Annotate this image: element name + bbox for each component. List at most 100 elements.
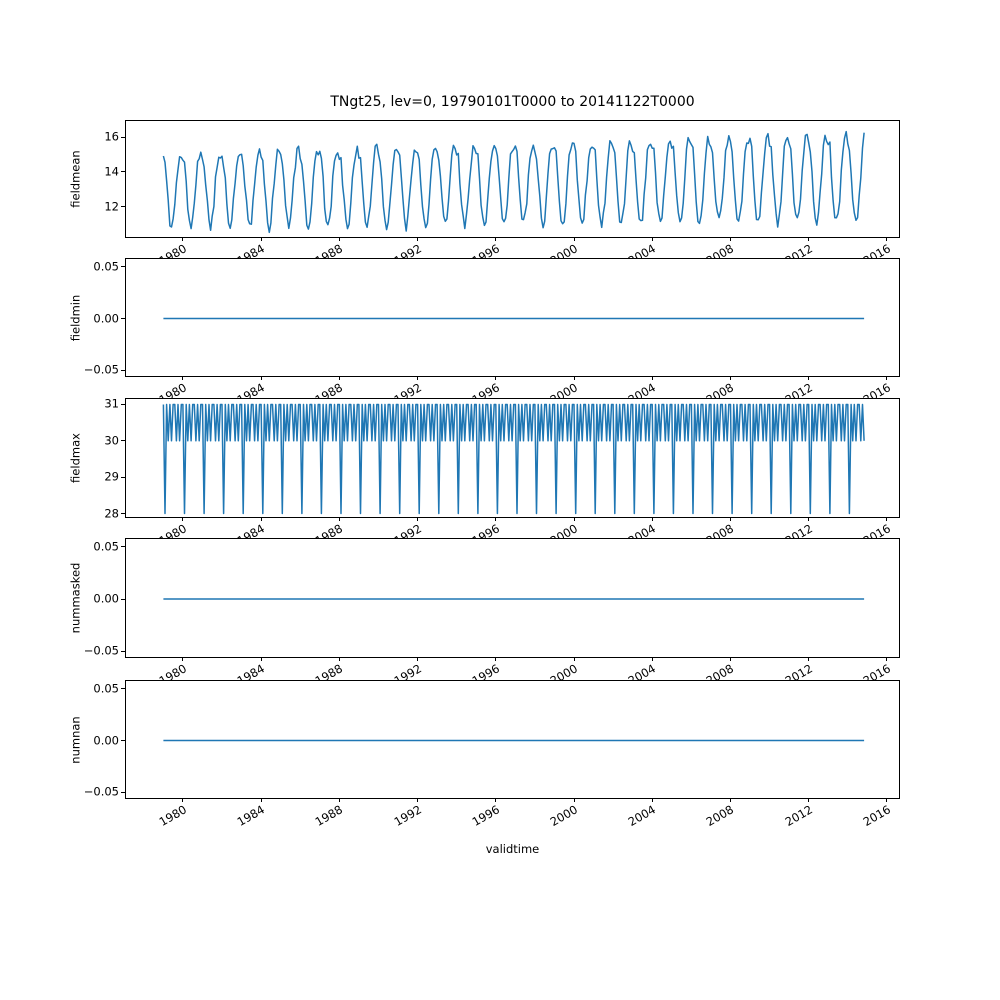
x-tick (886, 517, 888, 521)
fieldmean-series-line (162, 130, 865, 234)
x-tick (886, 798, 888, 802)
x-tick (338, 517, 340, 521)
subplot-fieldmean: 16 14 12 1980 1984 1988 1992 1996 2000 2004 2008 20… (68, 120, 900, 268)
y-tick-label: 29 (104, 469, 119, 484)
x-tick (651, 657, 653, 661)
x-tick (729, 376, 731, 380)
y-tick (121, 546, 125, 548)
x-tick-label: 1984 (234, 802, 268, 830)
x-tick (808, 517, 810, 521)
y-tick-label: −0.05 (83, 784, 119, 799)
x-tick-label: 2012 (782, 802, 815, 830)
x-tick (182, 237, 184, 241)
x-tick-label: 2008 (704, 802, 737, 830)
y-tick (121, 318, 125, 319)
y-tick-label: 0.00 (93, 732, 119, 747)
x-tick (417, 798, 419, 802)
y-tick (121, 440, 125, 442)
y-tick (121, 369, 125, 371)
x-tick-label: 1996 (469, 802, 502, 830)
x-tick (417, 517, 419, 521)
y-tick (121, 688, 125, 690)
fieldmin-line-chart (163, 317, 865, 320)
x-tick (495, 376, 497, 380)
x-tick (260, 237, 262, 241)
x-tick (417, 657, 419, 661)
x-tick (808, 376, 810, 380)
y-tick (121, 791, 125, 793)
x-tick (886, 237, 888, 241)
y-tick (121, 171, 125, 173)
x-tick (417, 376, 419, 380)
x-tick (729, 657, 731, 661)
x-tick (495, 517, 497, 521)
x-tick (808, 657, 810, 661)
x-tick (495, 237, 497, 241)
x-tick-label: 2004 (625, 802, 659, 830)
numnan-line-chart (163, 739, 865, 742)
x-tick-label: 1980 (156, 802, 189, 830)
x-tick (573, 798, 575, 802)
x-tick (573, 517, 575, 521)
fieldmean-axis-label: fieldmean (68, 150, 83, 208)
x-tick (338, 237, 340, 241)
y-tick-label: 12 (104, 198, 119, 213)
y-tick (121, 598, 125, 600)
subplot-fieldmin: 0.05 0.00 −0.05 1980 1984 1988 1992 1996 2000 200… (68, 258, 900, 407)
x-tick (417, 237, 419, 241)
nummasked-line-chart (163, 598, 865, 600)
x-tick (886, 657, 888, 661)
x-tick-label: 2000 (547, 802, 581, 830)
x-tick (182, 376, 184, 380)
x-tick (260, 376, 262, 380)
y-tick (121, 740, 125, 741)
y-tick-label: 28 (104, 505, 119, 520)
x-tick (260, 798, 262, 802)
y-tick (121, 403, 125, 405)
y-tick (121, 136, 125, 138)
x-tick (886, 376, 888, 380)
y-tick (121, 476, 125, 478)
y-tick (121, 650, 125, 652)
x-tick (573, 657, 575, 661)
x-tick (338, 798, 340, 802)
y-tick (121, 206, 125, 208)
x-tick (182, 798, 184, 802)
y-tick-label: 0.05 (93, 681, 119, 695)
x-tick (651, 376, 653, 380)
y-tick-label: 14 (104, 164, 119, 179)
x-tick-label: 1988 (312, 802, 346, 830)
numnan-axis-label: numnan (68, 715, 83, 764)
x-tick-label: 1992 (391, 802, 424, 830)
x-tick (338, 376, 340, 380)
y-tick-label: −0.05 (83, 643, 119, 658)
x-tick (808, 237, 810, 241)
subplot-fieldmax: 31 30 29 28 1980 1984 1988 1992 1996 2000 2004 2008… (68, 398, 900, 548)
x-tick (573, 376, 575, 380)
x-tick (808, 798, 810, 802)
x-tick (573, 237, 575, 241)
x-tick (182, 657, 184, 661)
x-tick (651, 517, 653, 521)
x-tick (260, 517, 262, 521)
y-tick-label: 0.05 (93, 259, 119, 273)
y-tick-label: 0.05 (93, 539, 119, 554)
x-tick (495, 657, 497, 661)
y-tick (121, 513, 125, 515)
fieldmean-line-chart (162, 130, 865, 234)
y-tick-label: −0.05 (83, 362, 119, 377)
subplot-nummasked: 0.05 0.00 −0.05 1980 1984 1988 1992 1996 2000 200… (68, 538, 900, 688)
x-axis-label: validtime (485, 842, 540, 856)
y-tick-label: 16 (104, 129, 119, 144)
y-tick-label: 0.00 (93, 591, 119, 606)
x-tick (729, 517, 731, 521)
y-tick-label: 31 (104, 396, 119, 411)
y-tick-label: 0.00 (93, 310, 119, 325)
x-tick (729, 237, 731, 241)
x-tick (495, 798, 497, 802)
x-tick (651, 798, 653, 802)
fieldmin-axis-label: fieldmin (68, 294, 83, 341)
x-tick (338, 657, 340, 661)
x-tick (182, 517, 184, 521)
fieldmax-series-line (162, 403, 865, 515)
